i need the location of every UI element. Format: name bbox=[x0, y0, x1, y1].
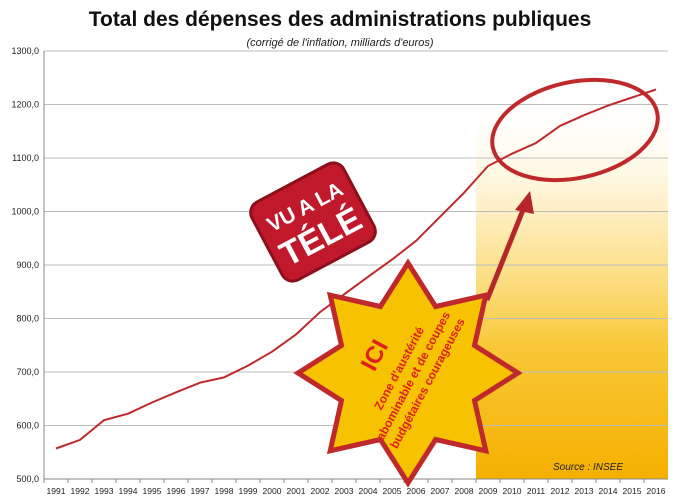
y-tick-label: 600,0 bbox=[16, 421, 39, 431]
y-tick-label: 1000,0 bbox=[11, 207, 39, 217]
x-tick-label: 2012 bbox=[551, 486, 570, 496]
x-tick-label: 1993 bbox=[95, 486, 114, 496]
x-tick-label: 2015 bbox=[623, 486, 642, 496]
x-tick-label: 2008 bbox=[455, 486, 474, 496]
tv-stamp: VU A LA TÉLÉ bbox=[249, 161, 377, 283]
x-tick-label: 2016 bbox=[647, 486, 666, 496]
x-tick-label: 2004 bbox=[359, 486, 378, 496]
y-tick-label: 1300,0 bbox=[11, 46, 39, 56]
x-tick-label: 1992 bbox=[71, 486, 90, 496]
x-tick-label: 2000 bbox=[263, 486, 282, 496]
x-tick-label: 2002 bbox=[311, 486, 330, 496]
source-label: Source : INSEE bbox=[553, 462, 623, 473]
x-tick-label: 2013 bbox=[575, 486, 594, 496]
x-tick-label: 2007 bbox=[431, 486, 450, 496]
series-line bbox=[55, 88, 657, 450]
x-tick-label: 1994 bbox=[119, 486, 138, 496]
y-tick-label: 800,0 bbox=[16, 314, 39, 324]
x-tick-label: 1997 bbox=[191, 486, 210, 496]
y-tick-label: 1100,0 bbox=[12, 153, 39, 163]
chart-title: Total des dépenses des administrations p… bbox=[88, 8, 592, 31]
highlight-ellipse bbox=[490, 77, 660, 183]
chart-subtitle: (corrigé de l'inflation, milliards d'eur… bbox=[246, 37, 434, 49]
arrow-annotation bbox=[484, 191, 534, 301]
x-tick-label: 1999 bbox=[239, 486, 258, 496]
x-tick-label: 2005 bbox=[383, 486, 402, 496]
star-annotation: ICI Zone d'austérité abominable et de co… bbox=[293, 258, 523, 488]
x-tick-label: 1996 bbox=[167, 486, 186, 496]
x-tick-label: 1991 bbox=[47, 486, 66, 496]
y-tick-label: 500,0 bbox=[16, 474, 39, 484]
x-tick-label: 2001 bbox=[287, 486, 306, 496]
x-tick-label: 2003 bbox=[335, 486, 354, 496]
x-tick-label: 1995 bbox=[143, 486, 162, 496]
x-tick-label: 2009 bbox=[479, 486, 498, 496]
y-tick-label: 900,0 bbox=[16, 260, 39, 270]
x-tick-label: 2006 bbox=[407, 486, 426, 496]
x-tick-label: 2011 bbox=[527, 486, 546, 496]
x-tick-label: 2010 bbox=[503, 486, 522, 496]
y-tick-label: 1200,0 bbox=[11, 100, 39, 110]
y-tick-label: 700,0 bbox=[16, 367, 39, 377]
x-tick-label: 2014 bbox=[599, 486, 618, 496]
x-tick-label: 1998 bbox=[215, 486, 234, 496]
